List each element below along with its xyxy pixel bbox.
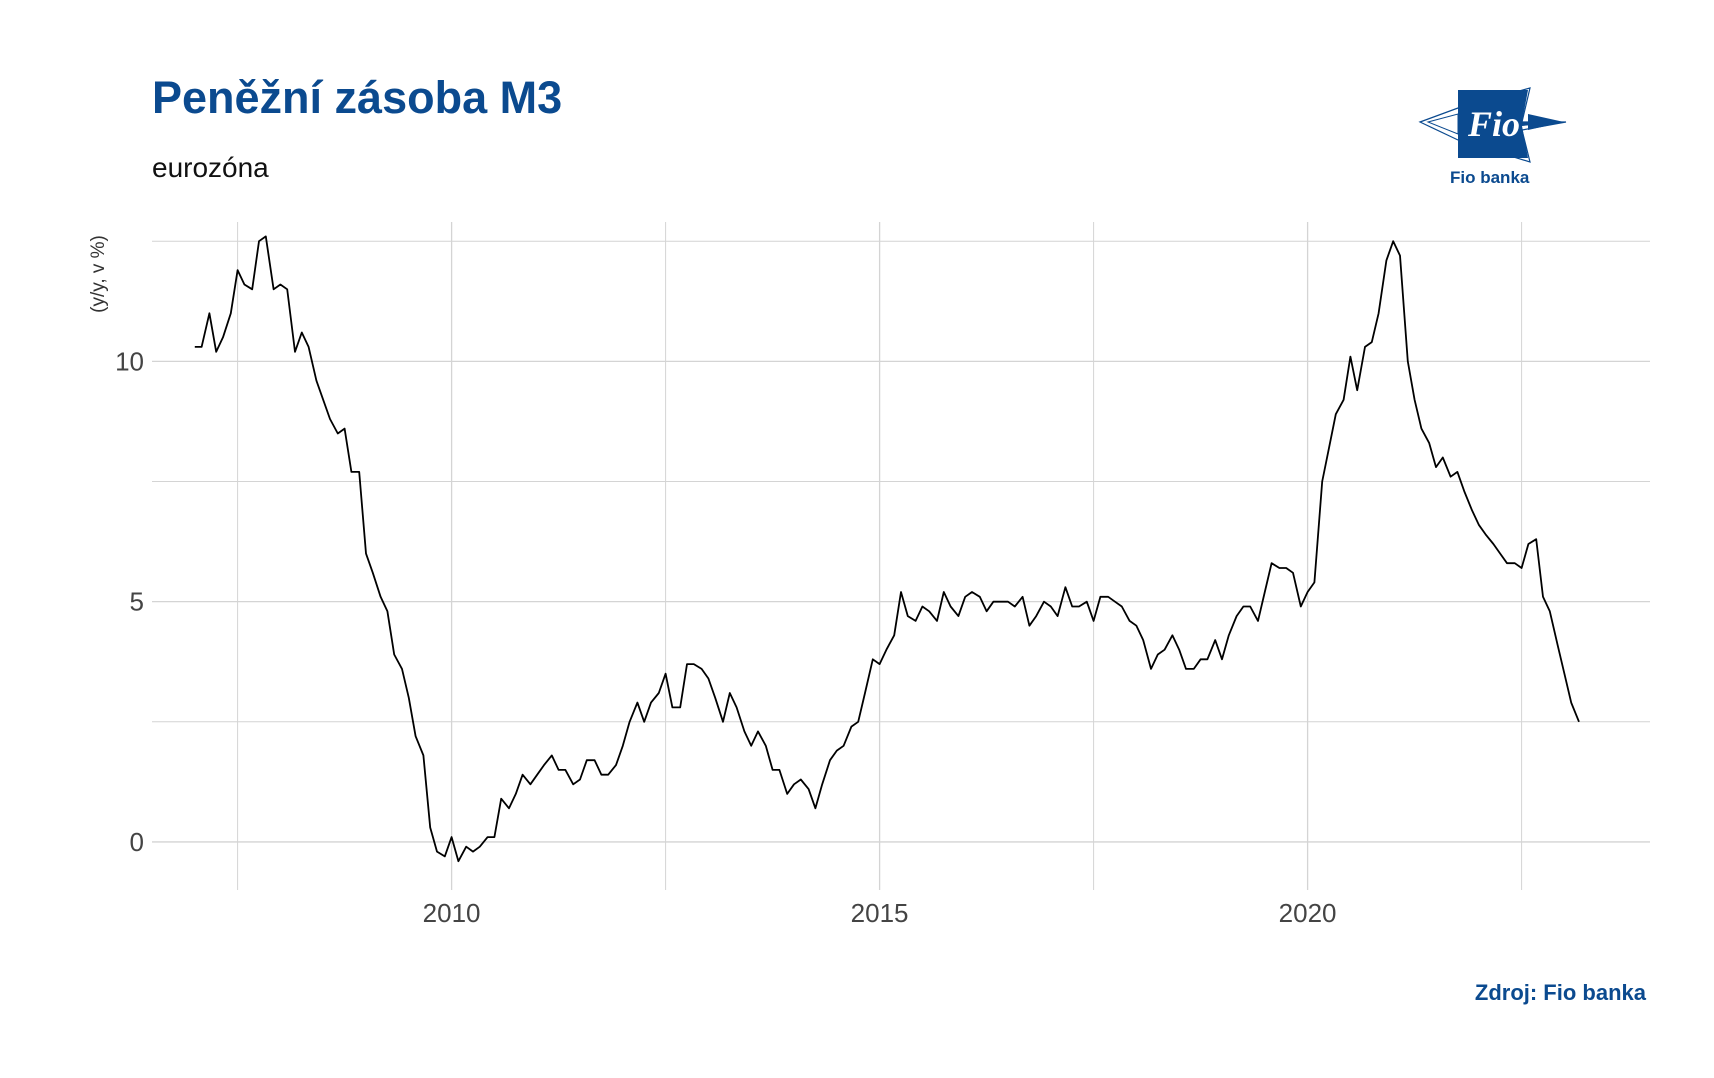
logo-mark-text: Fio: [1467, 104, 1520, 144]
y-axis-label: (y/y, v %): [88, 235, 109, 313]
chart-subtitle: eurozóna: [152, 152, 269, 183]
grid-lines: [152, 222, 1650, 890]
fio-logo-icon: Fio: [1418, 87, 1567, 163]
logo-text: Fio banka: [1450, 168, 1530, 187]
chart-title: Peněžní zásoba M3: [152, 72, 563, 123]
x-tick-label: 2015: [851, 898, 909, 928]
x-tick-label: 2010: [423, 898, 481, 928]
source-note: Zdroj: Fio banka: [1474, 980, 1646, 1005]
y-tick-label: 5: [130, 587, 144, 617]
series-line-m3: [194, 235, 1580, 863]
x-tick-label: 2020: [1279, 898, 1337, 928]
y-tick-label: 10: [115, 346, 144, 376]
series-layer: [194, 235, 1580, 863]
axis-labels: 2010 2015 2020 0 5 10 (y/y, v %): [88, 235, 1337, 928]
y-tick-label: 0: [130, 827, 144, 857]
